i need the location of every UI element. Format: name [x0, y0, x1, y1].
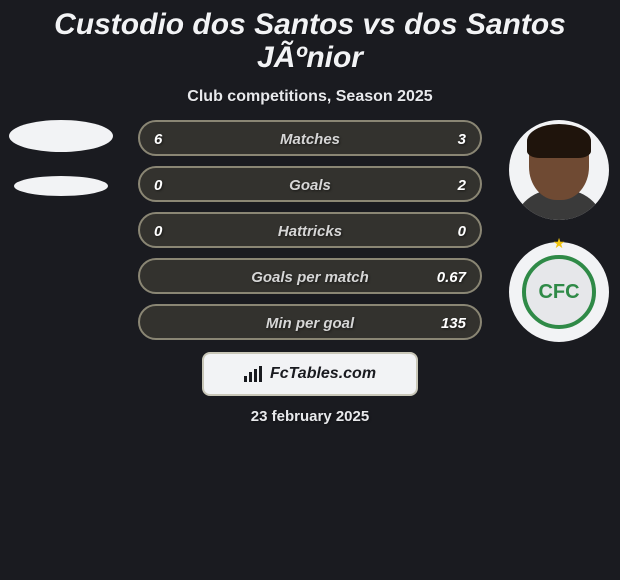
stat-right-value: 3: [458, 122, 466, 158]
star-icon: ★: [553, 235, 566, 252]
player-left-avatar: [9, 120, 113, 152]
stat-label: Matches: [140, 122, 480, 158]
chart-icon: [244, 366, 264, 382]
stat-row-min-per-goal: Min per goal 135: [138, 304, 482, 340]
stats-list: 6 Matches 3 0 Goals 2 0 Hattricks 0 Goal…: [138, 120, 482, 350]
club-badge: CFC: [522, 255, 596, 329]
stat-row-goals-per-match: Goals per match 0.67: [138, 258, 482, 294]
stat-label: Min per goal: [140, 306, 480, 342]
stat-label: Hattricks: [140, 214, 480, 250]
player-left-club-logo: [14, 176, 108, 196]
subtitle: Club competitions, Season 2025: [0, 88, 620, 106]
stat-row-goals: 0 Goals 2: [138, 166, 482, 202]
player-right-face-icon: [509, 120, 609, 220]
brand-badge: FcTables.com: [202, 352, 418, 396]
comparison-infographic: Custodio dos Santos vs dos Santos JÃºnio…: [0, 0, 620, 580]
stat-right-value: 0.67: [437, 260, 466, 296]
brand-text: FcTables.com: [270, 365, 376, 383]
page-title: Custodio dos Santos vs dos Santos JÃºnio…: [0, 0, 620, 74]
player-right-avatar: [509, 120, 609, 220]
stat-right-value: 135: [441, 306, 466, 342]
player-left-column: [6, 120, 116, 196]
stat-row-matches: 6 Matches 3: [138, 120, 482, 156]
stat-label: Goals per match: [140, 260, 480, 296]
stat-right-value: 0: [458, 214, 466, 250]
stat-label: Goals: [140, 168, 480, 204]
club-badge-text: CFC: [538, 281, 579, 304]
player-right-club-logo: ★ CFC: [509, 242, 609, 342]
date-text: 23 february 2025: [0, 408, 620, 425]
stat-row-hattricks: 0 Hattricks 0: [138, 212, 482, 248]
player-right-column: ★ CFC: [504, 120, 614, 342]
stat-right-value: 2: [458, 168, 466, 204]
